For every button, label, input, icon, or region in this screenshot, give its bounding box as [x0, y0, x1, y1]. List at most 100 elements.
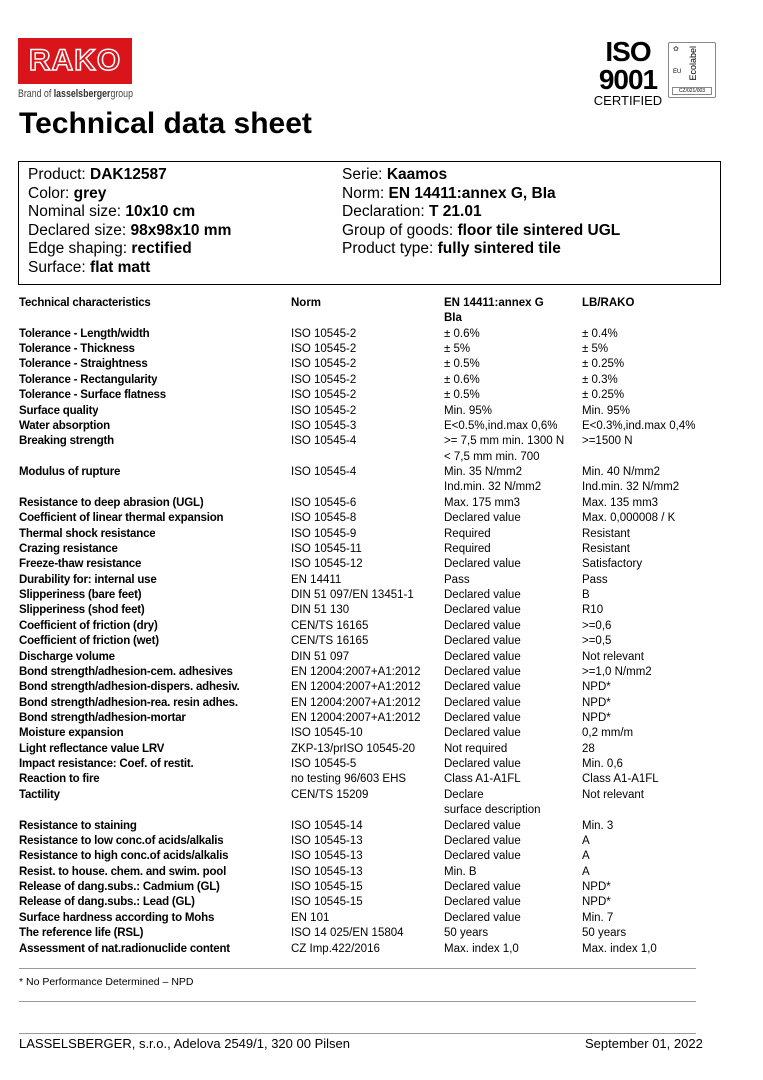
product-field: Serie: Kaamos [342, 166, 447, 185]
cell: CEN/TS 16165 [291, 635, 369, 648]
cell: EN 14411:annex G [444, 297, 544, 309]
cell: The reference life (RSL) [19, 927, 144, 940]
product-field: Surface: flat matt [28, 259, 150, 278]
cell: Norm [291, 297, 322, 309]
cell: Declared value [444, 696, 521, 709]
cell: Declared value [444, 758, 521, 771]
product-field: Declaration: T 21.01 [342, 203, 482, 222]
cell: EN 14411 [291, 573, 342, 586]
cell: Declared value [444, 681, 521, 694]
cell: DIN 51 097/EN 13451-1 [291, 589, 414, 602]
table-header: Technical characteristics Norm EN 14411:an… [19, 296, 719, 311]
cell: ± 0.25% [582, 358, 625, 371]
table-row: Breaking strength ISO 10545-4 >= 7,5 mm mi… [19, 434, 719, 449]
product-field: Group of goods: floor tile sintered UGL [342, 222, 620, 241]
field-value: fully sintered tile [437, 240, 561, 257]
field-value: Kaamos [386, 166, 448, 183]
cell: Coefficient of friction (dry) [19, 619, 158, 632]
cell: A [582, 865, 590, 878]
cell: Tolerance - Thickness [19, 343, 135, 356]
field-label: Serie: [342, 166, 387, 183]
cell: NPD* [582, 681, 611, 694]
table-row: Bond strength/adhesion-dispers. adhesiv.… [19, 680, 719, 695]
cell: EN 12004:2007+A1:2012 [291, 681, 421, 694]
product-field: Edge shaping: rectified [28, 240, 192, 259]
cell: CEN/TS 15209 [291, 788, 369, 801]
cell: ISO 10545-2 [291, 373, 357, 386]
cell: ISO 10545-12 [291, 558, 363, 571]
table-row: Bond strength/adhesion-cem. adhesives EN … [19, 665, 719, 680]
cell: DIN 51 130 [291, 604, 350, 617]
cell: A [582, 850, 590, 863]
cell: Min. 40 N/mm2 [582, 466, 660, 479]
cell: Resistance to staining [19, 819, 137, 832]
table-row: Tactility CEN/TS 15209 Declare Not relevant [19, 788, 719, 803]
cell: 50 years [444, 927, 489, 940]
cell: Declared value [444, 665, 521, 678]
product-field: Nominal size: 10x10 cm [28, 203, 195, 222]
cell: ISO 10545-6 [291, 496, 357, 509]
field-label: Surface: [28, 258, 91, 276]
footer-company: LASSELSBERGER, s.r.o., Adelova 2549/1, 3… [19, 1036, 350, 1051]
cell: Surface hardness according to Mohs [19, 911, 215, 924]
cell: ± 0.6% [444, 327, 480, 340]
cell: EN 101 [291, 911, 330, 924]
cell: ISO 10545-15 [291, 896, 363, 909]
table-row: Impact resistance: Coef. of restit. ISO 1… [19, 757, 719, 772]
field-value: flat matt [90, 258, 151, 276]
cell: Reaction to fire [19, 773, 100, 786]
cell: Min. 3 [582, 819, 614, 832]
cell: B [582, 589, 590, 602]
cell: ± 5% [444, 343, 471, 356]
table-row-continuation: Ind.min. 32 N/mm2 Ind.min. 32 N/mm2 [19, 480, 719, 495]
cell: Min. 0,6 [582, 758, 623, 771]
cell: Impact resistance: Coef. of restit. [19, 758, 194, 771]
cell: EN 12004:2007+A1:2012 [291, 665, 421, 678]
cell: ISO 10545-10 [291, 727, 363, 740]
cell: BIa [444, 312, 462, 325]
cell: Moisture expansion [19, 727, 124, 740]
field-label: Declared size: [28, 221, 131, 239]
table-row: Tolerance - Rectangularity ISO 10545-2 ± 0… [19, 373, 719, 388]
cell: Declared value [444, 727, 521, 740]
cell: Declared value [444, 619, 521, 632]
table-row: Light reflectance value LRV ZKP-13/prISO … [19, 742, 719, 757]
cell: ± 0.5% [444, 389, 480, 402]
cell: ± 0.25% [582, 389, 625, 402]
cell: Declared value [444, 834, 521, 847]
table-row: Resistance to high conc.of acids/alkalis… [19, 849, 719, 864]
divider [19, 1033, 696, 1034]
cell: E<0.5%,ind.max 0,6% [444, 419, 558, 432]
cell: CZ Imp.422/2016 [291, 942, 380, 955]
field-value: 10x10 cm [125, 203, 196, 220]
table-row: Resistance to staining ISO 10545-14 Declar… [19, 819, 719, 834]
cell: ISO 10545-8 [291, 512, 357, 525]
cell: A [582, 834, 590, 847]
cell: Water absorption [19, 419, 110, 432]
cell: ISO 10545-13 [291, 834, 363, 847]
cell: Declared value [444, 819, 521, 832]
cell: no testing 96/603 EHS [291, 773, 407, 786]
cell: NPD* [582, 696, 611, 709]
cell: Min. B [444, 865, 477, 878]
cell: Coefficient of linear thermal expansion [19, 512, 224, 525]
cell: E<0.3%,ind.max 0,4% [582, 419, 696, 432]
table-row: Bond strength/adhesion-rea. resin adhes.… [19, 696, 719, 711]
page-title: Technical data sheet [19, 107, 312, 140]
cell: Bond strength/adhesion-mortar [19, 711, 186, 724]
field-label: Product: [28, 166, 91, 183]
cell: ± 0.4% [582, 327, 618, 340]
cell: Required [444, 542, 491, 555]
cell: Max. index 1,0 [444, 942, 519, 955]
cell: Slipperiness (bare feet) [19, 589, 142, 602]
cell: ISO 10545-13 [291, 865, 363, 878]
cell: Declared value [444, 589, 521, 602]
cell: Resist. to house. chem. and swim. pool [19, 865, 227, 878]
cell: Freeze-thaw resistance [19, 558, 142, 571]
cell: EN 12004:2007+A1:2012 [291, 696, 421, 709]
cell: Release of dang.subs.: Lead (GL) [19, 896, 195, 909]
table-row: Reaction to fire no testing 96/603 EHS Cla… [19, 772, 719, 787]
cell: Min. 95% [582, 404, 630, 417]
cell: Coefficient of friction (wet) [19, 635, 159, 648]
product-field: Color: grey [28, 185, 106, 204]
